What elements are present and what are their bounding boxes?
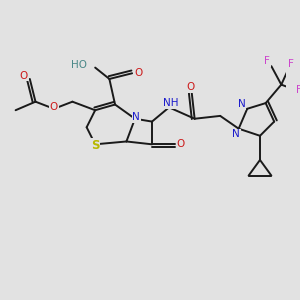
Text: N: N	[232, 129, 240, 140]
Text: O: O	[186, 82, 194, 92]
Text: HO: HO	[71, 60, 87, 70]
Text: O: O	[134, 68, 142, 78]
Text: O: O	[20, 70, 28, 80]
Text: O: O	[177, 139, 185, 149]
Text: O: O	[50, 102, 58, 112]
Text: N: N	[133, 112, 140, 122]
Text: F: F	[288, 59, 294, 69]
Text: N: N	[238, 99, 245, 109]
Text: F: F	[296, 85, 300, 95]
Text: S: S	[91, 139, 99, 152]
Text: F: F	[264, 56, 270, 66]
Text: NH: NH	[163, 98, 178, 108]
